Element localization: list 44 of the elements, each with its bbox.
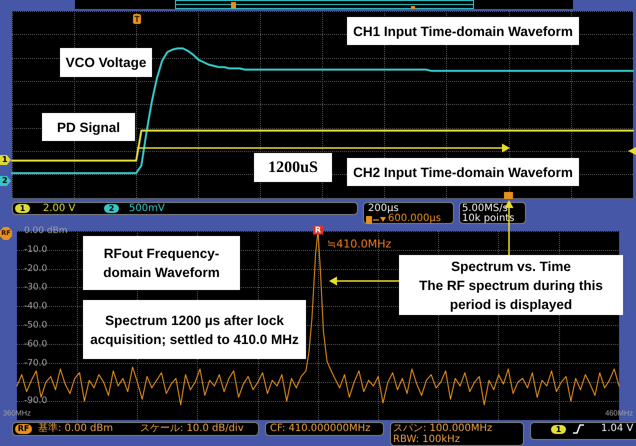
annotation: ≒410.0MHz	[327, 238, 392, 250]
callout-box: CH2 Input Time-domain Waveform	[347, 158, 579, 186]
annotation: 1200uS	[268, 158, 318, 177]
annotation: RFout Frequency-domain Waveform	[102, 245, 221, 282]
callout-box: 1200uS	[254, 153, 332, 182]
text: 600.000µs	[388, 213, 441, 225]
text: 2	[0, 176, 11, 186]
annotation: Spectrum vs. Time	[451, 258, 571, 276]
text: 1	[15, 204, 30, 213]
text: RBW: 100kHz	[393, 434, 460, 446]
text: 1	[551, 424, 566, 434]
annotation: R	[314, 226, 322, 234]
y-tick-label: -50.0	[24, 320, 48, 330]
text: 2.00 V	[43, 203, 76, 215]
text: スケール: 10.0 dB/div	[140, 423, 244, 435]
callout-box: Spectrum 1200 µs after lock acquisition; settled to 410.0 MHz	[83, 300, 306, 359]
callout-box: RFout Frequency-domain Waveform	[83, 236, 240, 290]
y-tick-label: -70.0	[24, 358, 48, 368]
text: スパン: 100.000MHz	[393, 423, 492, 434]
series-label: VCO Voltage	[66, 54, 146, 72]
y-tick-label: -60.0	[24, 339, 48, 350]
text: 1	[0, 155, 11, 165]
text: 5.00MS/s	[462, 203, 508, 214]
text: RF	[15, 424, 32, 434]
callout-box: CH1 Input Time-domain Waveform	[347, 17, 579, 45]
text: 1.04 V	[601, 423, 634, 435]
annotation: Spectrum 1200 µs after lock acquisition; settled to 410.0 MHz	[89, 312, 300, 348]
y-tick-label: -90.0	[24, 396, 48, 406]
callout-box: VCO Voltage	[60, 48, 152, 77]
y-tick-label: -20.0	[24, 264, 48, 274]
text: 2	[104, 204, 119, 213]
text: 基準: 0.00 dBm	[38, 423, 113, 435]
y-tick-label: -30.0	[24, 282, 48, 293]
text: 200µs	[368, 203, 399, 214]
series-label: PD Signal	[56, 118, 120, 136]
y-tick-label: -10.0	[24, 244, 48, 255]
text: CF: 410.000000MHz	[270, 423, 370, 435]
callout-box: PD Signal	[42, 113, 135, 141]
y-tick-label: -40.0	[24, 302, 48, 312]
annotation: The RF spectrum during this period is displayed	[418, 276, 604, 314]
text: 500mV	[129, 203, 165, 215]
callout-box: Spectrum vs. Time The RF spectrum during this period is displayed	[399, 255, 623, 315]
y-tick-label: 0.00 dBm	[24, 226, 68, 236]
annotation: CH2 Input Time-domain Waveform	[353, 164, 573, 182]
